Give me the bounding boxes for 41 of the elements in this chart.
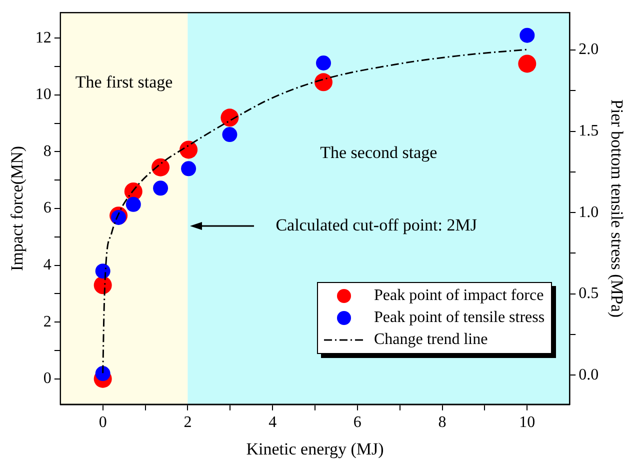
x-tick-label: 0 (98, 414, 107, 432)
point (314, 73, 332, 92)
legend-label: Change trend line (374, 330, 488, 350)
point (152, 158, 170, 176)
x-tick-label: 8 (438, 414, 446, 432)
y2-tick-label: 2.0 (578, 41, 599, 58)
x-tick-label: 10 (519, 414, 536, 432)
point (111, 210, 126, 225)
y-tick-label: 8 (43, 142, 52, 160)
y2-tick-label: 0.0 (578, 366, 599, 384)
y-tick-label: 2 (43, 313, 52, 330)
x-axis-title: Kinetic energy (MJ) (246, 439, 384, 458)
y2-axis-title: Pier bottom tensile stress (MPa) (607, 99, 626, 318)
band-label: The first stage (75, 72, 173, 92)
point (316, 56, 331, 70)
y2-tick-label: 1.5 (578, 122, 599, 140)
y2-tick-label: 0.5 (578, 285, 599, 302)
y-tick-label: 4 (43, 256, 52, 274)
y-tick-label: 0 (43, 370, 52, 388)
y-tick-label: 12 (35, 29, 52, 46)
y-tick-label: 10 (35, 86, 52, 104)
point (181, 161, 196, 176)
x-tick-label: 2 (184, 414, 192, 432)
point (95, 264, 110, 279)
point (222, 127, 238, 142)
point (95, 366, 110, 382)
point (518, 54, 536, 73)
point (180, 140, 198, 159)
x-tick-label: 4 (268, 414, 277, 432)
point (153, 180, 168, 196)
point (126, 196, 141, 212)
y-tick-label: 6 (43, 200, 52, 217)
y-axis-title: Impact force(MN) (8, 146, 27, 272)
band-label: The second stage (320, 143, 438, 162)
legend-label: Peak point of tensile stress (374, 308, 545, 328)
point (520, 28, 535, 43)
annotation: Calculated cut-off point: 2MJ (276, 216, 478, 235)
x-tick-label: 6 (353, 414, 362, 432)
y2-tick-label: 1.0 (578, 204, 599, 221)
point (220, 108, 239, 127)
legend-label: Peak point of impact force (374, 286, 544, 306)
